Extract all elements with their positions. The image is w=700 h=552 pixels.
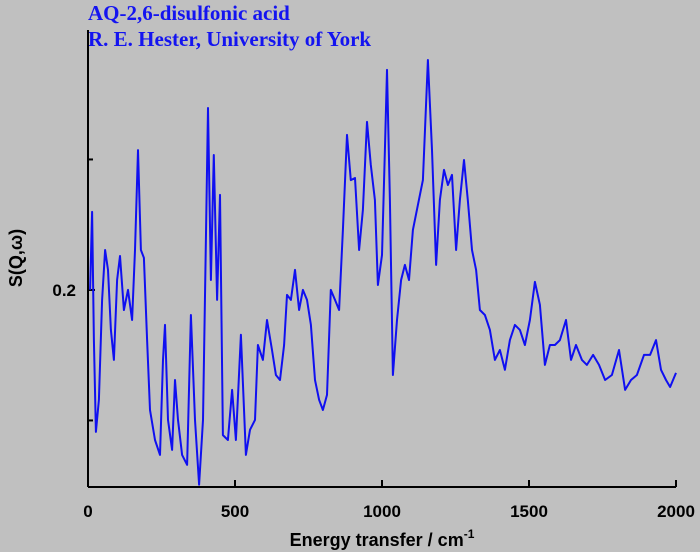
chart-subtitle: R. E. Hester, University of York [88, 27, 371, 51]
y-axis-label: S(Q,ω) [6, 229, 26, 287]
x-axis-label-sup: -1 [464, 527, 475, 541]
y-tick-label: 0.2 [52, 281, 76, 300]
data-line [89, 59, 677, 486]
x-axis-label-text: Energy transfer / cm [290, 530, 464, 550]
x-tick-label: 500 [221, 502, 249, 521]
x-tick-label: 1500 [510, 502, 548, 521]
x-axis-label: Energy transfer / cm-1 [290, 527, 475, 550]
chart-title: AQ-2,6-disulfonic acid [88, 1, 290, 25]
x-tick-label: 0 [83, 502, 92, 521]
x-tick-label: 1000 [363, 502, 401, 521]
x-tick-label: 2000 [657, 502, 695, 521]
